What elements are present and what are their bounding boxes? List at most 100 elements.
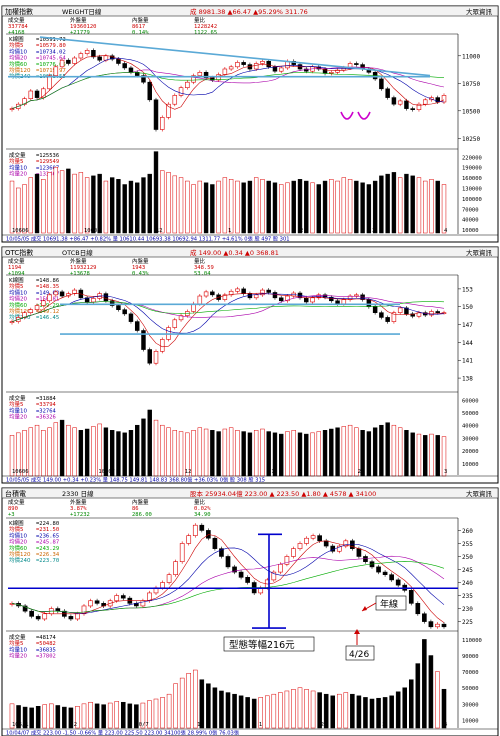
- volume-bar: [423, 180, 428, 234]
- volume-label: 均量20: [9, 413, 27, 421]
- candle: [134, 321, 140, 331]
- candle: [341, 299, 347, 305]
- candle: [278, 563, 283, 573]
- volume-bar: [235, 430, 240, 477]
- volume-value: =125536: [36, 153, 59, 159]
- x-tick-label: 2: [358, 469, 361, 475]
- volume-bar: [416, 177, 422, 234]
- candle: [297, 543, 303, 549]
- candle: [410, 313, 415, 317]
- info-value-2: +21779: [70, 30, 90, 36]
- window-title: 台積電: [5, 489, 26, 498]
- candle: [404, 100, 409, 109]
- info-value-2: +3: [8, 512, 15, 518]
- ma-label: 均價10: [9, 531, 27, 539]
- volume-bar: [435, 180, 440, 234]
- candle: [78, 53, 84, 59]
- info-value: 3.87%: [70, 506, 87, 512]
- info-value-2: +4168: [8, 30, 25, 36]
- volume-bar: [228, 179, 234, 234]
- volume-bar: [29, 707, 34, 729]
- volume-label: 均量20: [9, 652, 27, 660]
- candle: [219, 548, 224, 557]
- footer-text: 10/04/07 成交 223.00 -1.50 -0.66% 量 223.00…: [6, 729, 240, 736]
- volume-bar: [109, 177, 115, 234]
- y-tick-label: 150: [462, 304, 473, 311]
- volume-bar: [441, 184, 447, 234]
- ma-line-5: [11, 292, 445, 348]
- volume-bar: [441, 688, 447, 729]
- info-value-2: +13678: [70, 271, 90, 277]
- volume-bar: [341, 177, 347, 234]
- volume-value: =50482: [36, 641, 56, 647]
- candle: [47, 294, 52, 302]
- volume-bar: [251, 698, 257, 729]
- volume-bar: [116, 179, 121, 234]
- y-tick-label: 11000: [462, 53, 480, 60]
- ma-value: =226.34: [36, 552, 60, 558]
- candle: [35, 616, 41, 620]
- volume-bar: [41, 179, 46, 234]
- volume-bar: [28, 177, 33, 234]
- candle: [222, 294, 228, 300]
- volume-value: =37802: [36, 654, 56, 660]
- candle: [34, 90, 40, 98]
- candle: [441, 623, 447, 628]
- volume-bar: [9, 180, 15, 234]
- volume-bar: [16, 187, 21, 234]
- volume-bar: [78, 172, 84, 234]
- volume-bar: [192, 669, 198, 729]
- volume-label: 均量5: [9, 157, 24, 165]
- ma-label: 均價120: [9, 550, 31, 558]
- candle: [122, 63, 127, 69]
- volume-bar: [360, 182, 365, 234]
- candle: [329, 72, 334, 74]
- candle: [238, 571, 244, 578]
- volume-bar: [245, 697, 250, 729]
- ohlc-summary: 股本 25934.04億 223.00 ▲ 223.50 ▲1.80 ▲ 457…: [190, 489, 376, 498]
- candle: [178, 315, 184, 321]
- candle: [343, 540, 349, 547]
- info-label: 量比: [194, 16, 206, 24]
- candle: [128, 313, 134, 322]
- ma-label: K線圖: [9, 35, 24, 43]
- volume-bar: [172, 175, 177, 234]
- volume-bar: [297, 179, 303, 234]
- candle: [186, 535, 192, 544]
- volume-tick-label: 60000: [462, 398, 479, 404]
- candle: [160, 117, 165, 130]
- volume-bar: [84, 177, 90, 234]
- volume-label: 均量20: [9, 170, 27, 178]
- volume-label: 均量10: [9, 406, 27, 414]
- volume-bar: [88, 701, 93, 729]
- candle: [356, 548, 362, 557]
- candle: [232, 566, 237, 573]
- x-tick-label: 106/1: [12, 722, 29, 728]
- candle: [395, 579, 401, 586]
- double-bottom-mark: [340, 111, 371, 120]
- info-value: 0.02%: [194, 506, 211, 512]
- volume-bar: [435, 671, 440, 729]
- volume-bar: [360, 430, 365, 477]
- candle: [266, 60, 271, 68]
- x-tick-label: 4: [444, 228, 448, 234]
- candle: [41, 88, 46, 98]
- ma-label: 均價20: [9, 54, 27, 62]
- volume-bar: [216, 431, 221, 477]
- volume-bar: [68, 707, 74, 729]
- volume-bar: [210, 184, 215, 234]
- ma-value: =149.12: [36, 309, 59, 315]
- candle: [116, 305, 121, 311]
- x-tick-label: 1: [259, 722, 262, 728]
- volume-bar: [53, 422, 59, 477]
- volume-bar: [322, 180, 328, 234]
- ma-line-5: [11, 55, 445, 110]
- candle: [84, 49, 90, 54]
- volume-bar: [397, 177, 403, 234]
- volume-value: =48174: [36, 635, 57, 641]
- volume-bar: [97, 173, 102, 234]
- volume-bar: [75, 706, 80, 729]
- candle: [241, 62, 246, 65]
- volume-tick-label: 30000: [462, 702, 479, 708]
- volume-bar: [310, 182, 315, 234]
